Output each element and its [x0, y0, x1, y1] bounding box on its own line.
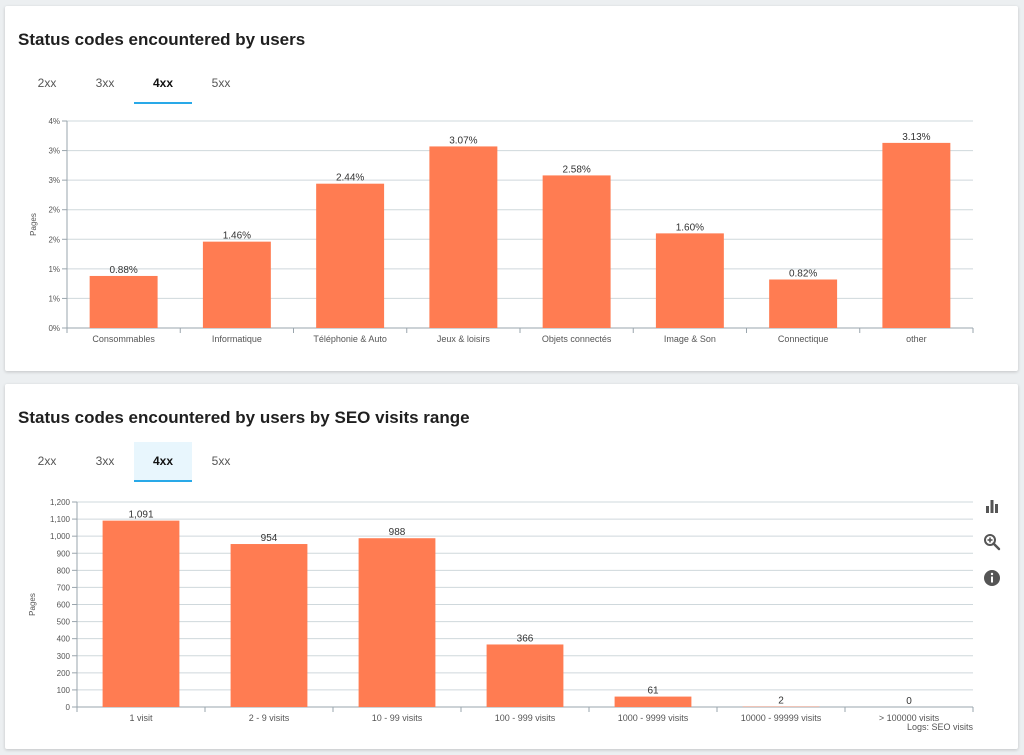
tab-5xx[interactable]: 5xx — [211, 454, 231, 468]
bar — [769, 279, 838, 328]
data-label: 0 — [906, 696, 912, 707]
x-tick-label: other — [906, 334, 927, 344]
bar — [102, 520, 180, 707]
y-tick-label: 700 — [57, 583, 71, 592]
x-tick-label: Objets connectés — [542, 334, 612, 344]
y-tick-label: 1% — [48, 265, 60, 274]
y-tick-label: 3% — [48, 147, 60, 156]
bar — [316, 183, 385, 328]
tab-2xx[interactable]: 2xx — [37, 454, 57, 468]
y-tick-label: 500 — [57, 618, 71, 627]
status-codes-panel: Status codes encountered by users 2xx 3x… — [5, 6, 1018, 371]
y-tick-label: 1% — [48, 294, 60, 303]
x-tick-label: 1000 - 9999 visits — [618, 713, 689, 723]
bar — [655, 233, 724, 328]
data-label: 1.60% — [676, 222, 704, 233]
info-icon[interactable] — [982, 568, 1002, 588]
data-label: 1,091 — [128, 510, 153, 521]
data-label: 2.58% — [562, 164, 590, 175]
data-label: 954 — [261, 533, 278, 544]
y-tick-label: 3% — [48, 176, 60, 185]
x-tick-label: > 100000 visits — [879, 713, 940, 723]
y-tick-label: 200 — [57, 669, 71, 678]
tab-4xx[interactable]: 4xx — [134, 64, 192, 104]
chart-toolbar — [982, 496, 1006, 604]
bar — [542, 175, 611, 328]
y-axis-label: Pages — [28, 593, 37, 616]
data-label: 2.44% — [336, 173, 364, 184]
y-tick-label: 4% — [48, 117, 60, 126]
data-label: 0.82% — [789, 269, 817, 280]
panel-title: Status codes encountered by users — [18, 30, 306, 49]
bar — [429, 146, 498, 328]
x-tick-label: 100 - 999 visits — [495, 713, 556, 723]
data-label: 61 — [647, 686, 659, 697]
y-tick-label: 800 — [57, 566, 71, 575]
zoom-in-icon[interactable] — [982, 532, 1002, 552]
y-axis-label: Pages — [29, 213, 38, 236]
x-tick-label: Informatique — [212, 334, 262, 344]
bar — [614, 696, 692, 707]
panel-title: Status codes encountered by users by SEO… — [18, 408, 470, 427]
data-label: 0.88% — [109, 265, 137, 276]
x-tick-label: 2 - 9 visits — [249, 713, 290, 723]
bar — [202, 241, 271, 328]
y-tick-label: 1,100 — [50, 515, 71, 524]
y-tick-label: 0% — [48, 324, 60, 333]
tab-5xx[interactable]: 5xx — [211, 76, 231, 90]
status-codes-bar-chart: 0% 1% 1% 2% 2% 3% 3% 4% Pages 0.88% Consommables 1.… — [29, 117, 974, 344]
y-tick-label: 900 — [57, 549, 71, 558]
bar — [486, 644, 564, 707]
status-tabs: 2xx 3xx 4xx 5xx — [18, 64, 250, 104]
data-label: 988 — [389, 527, 406, 538]
y-tick-label: 600 — [57, 601, 71, 610]
status-tabs: 2xx 3xx 4xx 5xx — [18, 442, 250, 482]
x-tick-label: Consommables — [92, 334, 155, 344]
y-tick-label: 1,000 — [50, 532, 71, 541]
bar-chart-icon[interactable] — [982, 496, 1002, 516]
data-label: 366 — [517, 633, 534, 644]
x-tick-label: 1 visit — [129, 713, 153, 723]
bar — [89, 275, 158, 328]
x-tick-label: Image & Son — [664, 334, 716, 344]
tab-3xx[interactable]: 3xx — [95, 454, 115, 468]
tab-2xx[interactable]: 2xx — [37, 76, 57, 90]
x-tick-label: Jeux & loisirs — [437, 334, 491, 344]
bar — [230, 544, 308, 707]
bar — [882, 142, 951, 328]
tab-3xx[interactable]: 3xx — [95, 76, 115, 90]
x-tick-label: Connectique — [778, 334, 829, 344]
x-tick-label: 10 - 99 visits — [372, 713, 423, 723]
chart-credit: Logs: SEO visits — [907, 722, 974, 732]
y-tick-label: 400 — [57, 635, 71, 644]
status-codes-by-visits-panel: Status codes encountered by users by SEO… — [5, 384, 1018, 749]
visits-range-bar-chart: 0 100 200 300 400 500 600 700 800 900 1,000 1,100 1,… — [28, 498, 974, 732]
data-label: 1.46% — [223, 231, 251, 242]
y-tick-label: 2% — [48, 206, 60, 215]
y-tick-label: 100 — [57, 686, 71, 695]
x-tick-label: Téléphonie & Auto — [313, 334, 387, 344]
tab-4xx[interactable]: 4xx — [134, 442, 192, 482]
y-tick-label: 0 — [66, 703, 71, 712]
data-label: 3.07% — [449, 135, 477, 146]
y-tick-label: 300 — [57, 652, 71, 661]
bar — [358, 538, 436, 707]
y-tick-label: 2% — [48, 235, 60, 244]
data-label: 2 — [778, 696, 784, 707]
data-label: 3.13% — [902, 132, 930, 143]
y-tick-label: 1,200 — [50, 498, 71, 507]
x-tick-label: 10000 - 99999 visits — [741, 713, 822, 723]
